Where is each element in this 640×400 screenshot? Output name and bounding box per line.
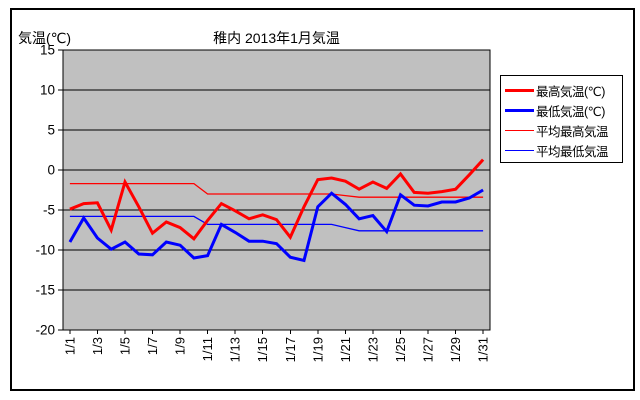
y-tick-label: -15 — [35, 283, 55, 298]
max-temp-line-sample — [505, 88, 534, 92]
y-tick-label: -5 — [43, 203, 55, 218]
x-tick-label: 1/25 — [393, 337, 408, 362]
legend-item-max-temp: 最高気温(℃) — [505, 80, 622, 100]
avg-max-temp-line — [69, 182, 484, 198]
min-temp-line-sample — [505, 108, 534, 112]
x-tick-label: 1/17 — [283, 337, 298, 362]
legend-item-min-temp: 最低気温(℃) — [505, 100, 622, 120]
avg-min-temp-line — [69, 215, 484, 232]
x-tick-label: 1/19 — [310, 337, 325, 362]
plot-background — [63, 50, 490, 330]
legend-label: 最高気温(℃) — [536, 84, 605, 99]
x-tick-label: 1/5 — [117, 337, 132, 355]
y-tick-label: -20 — [35, 323, 55, 338]
y-tick-label: 10 — [40, 83, 55, 98]
legend-label: 平均最低気温 — [536, 144, 609, 159]
x-tick-label: 1/27 — [421, 337, 436, 362]
legend-label: 最低気温(℃) — [536, 104, 605, 119]
x-tick-label: 1/31 — [476, 337, 491, 362]
legend-item-avg-min-temp: 平均最低気温 — [505, 140, 622, 160]
x-tick-label: 1/21 — [338, 337, 353, 362]
x-tick-label: 1/11 — [200, 337, 215, 361]
x-tick-label: 1/29 — [448, 337, 463, 362]
y-tick-label: 15 — [40, 43, 55, 58]
legend-item-avg-max-temp: 平均最高気温 — [505, 120, 622, 140]
y-tick-label: -10 — [35, 243, 55, 258]
y-tick-label: 0 — [47, 163, 55, 178]
y-tick-label: 5 — [47, 123, 55, 138]
plot-border — [62, 49, 491, 331]
x-tick-label: 1/1 — [62, 337, 77, 355]
max-temp-line — [69, 158, 485, 241]
avg-max-temp-line-sample — [505, 129, 534, 131]
x-tick-label: 1/13 — [228, 337, 243, 362]
y-axis-title: 気温(℃) — [18, 30, 72, 46]
legend-box: 最高気温(℃) 最低気温(℃) 平均最高気温 平均最低気温 — [500, 75, 623, 163]
avg-min-temp-line-sample — [505, 149, 534, 151]
x-tick-label: 1/9 — [173, 337, 188, 355]
legend-label: 平均最高気温 — [536, 124, 609, 139]
min-temp-line — [68, 188, 484, 263]
x-tick-label: 1/15 — [255, 337, 270, 362]
chart-title: 稚内 2013年1月気温 — [213, 30, 340, 46]
x-tick-label: 1/7 — [145, 337, 160, 355]
x-tick-label: 1/3 — [90, 337, 105, 355]
x-tick-label: 1/23 — [365, 337, 380, 362]
